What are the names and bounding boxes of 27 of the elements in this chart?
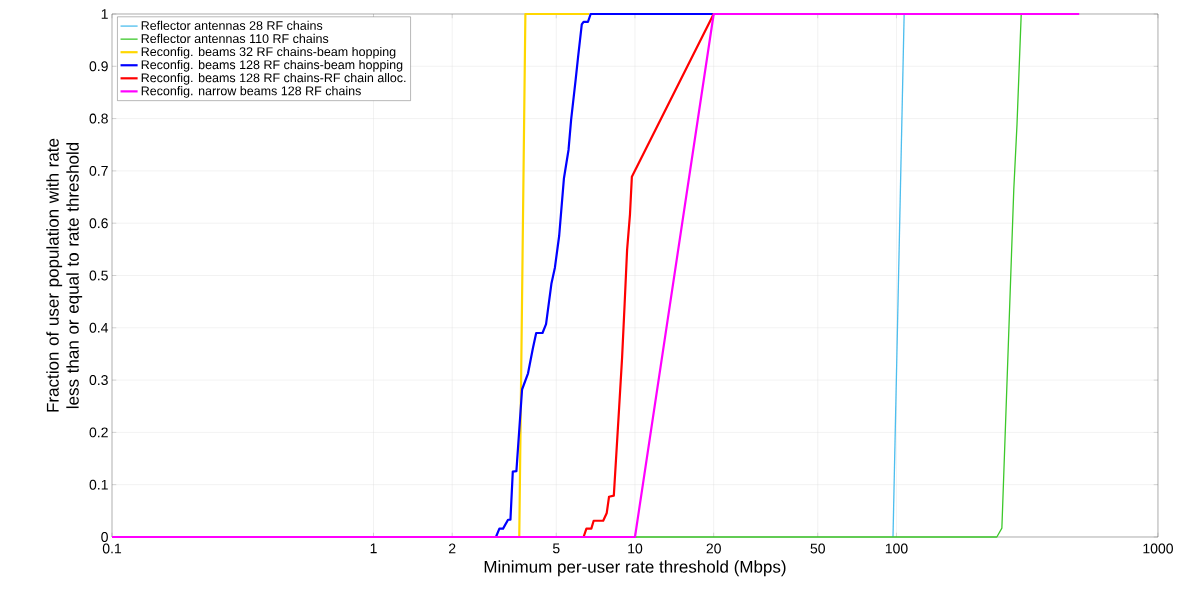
y-tick-label: 0.1 bbox=[89, 479, 108, 490]
legend-label: Reconfig. narrow beams 128 RF chains bbox=[141, 86, 361, 98]
legend-label: Reflector antennas 110 RF chains bbox=[141, 33, 329, 44]
x-tick-label: 5 bbox=[552, 543, 560, 554]
x-axis-title: Minimum per-user rate threshold (Mbps) bbox=[484, 560, 786, 577]
y-tick-label: 0.7 bbox=[89, 165, 108, 176]
legend-label: Reconfig. beams 128 RF chains-beam hopping bbox=[141, 59, 403, 72]
x-tick-label: 50 bbox=[810, 543, 825, 554]
x-tick-label: 100 bbox=[885, 543, 908, 554]
x-tick-label: 2 bbox=[449, 543, 456, 554]
y-axis-title: Fraction of user population with rate less than or equal to rate threshold bbox=[46, 138, 83, 412]
legend-label: Reflector antennas 28 RF chains bbox=[141, 20, 323, 30]
y-tick-label: 0.8 bbox=[89, 113, 108, 124]
legend-label: Reconfig. beams 32 RF chains-beam hopping bbox=[141, 46, 396, 59]
x-tick-label: 10 bbox=[628, 543, 643, 554]
y-tick-label: 0.6 bbox=[89, 218, 108, 229]
y-tick-label: 0.9 bbox=[89, 61, 108, 72]
y-tick-label: 0.4 bbox=[89, 322, 109, 333]
x-tick-label: 1000 bbox=[1143, 543, 1173, 554]
y-tick-label: 0.2 bbox=[89, 427, 108, 438]
x-tick-label: 1 bbox=[370, 543, 377, 554]
y-tick-label: 0.5 bbox=[89, 270, 108, 281]
y-tick-label: 0 bbox=[101, 532, 108, 542]
x-tick-label: 20 bbox=[706, 543, 721, 554]
y-tick-label: 0.3 bbox=[89, 375, 108, 386]
y-tick-label: 1 bbox=[101, 9, 108, 19]
legend-label: Reconfig. beams 128 RF chains-RF chain alloc. bbox=[141, 73, 406, 85]
